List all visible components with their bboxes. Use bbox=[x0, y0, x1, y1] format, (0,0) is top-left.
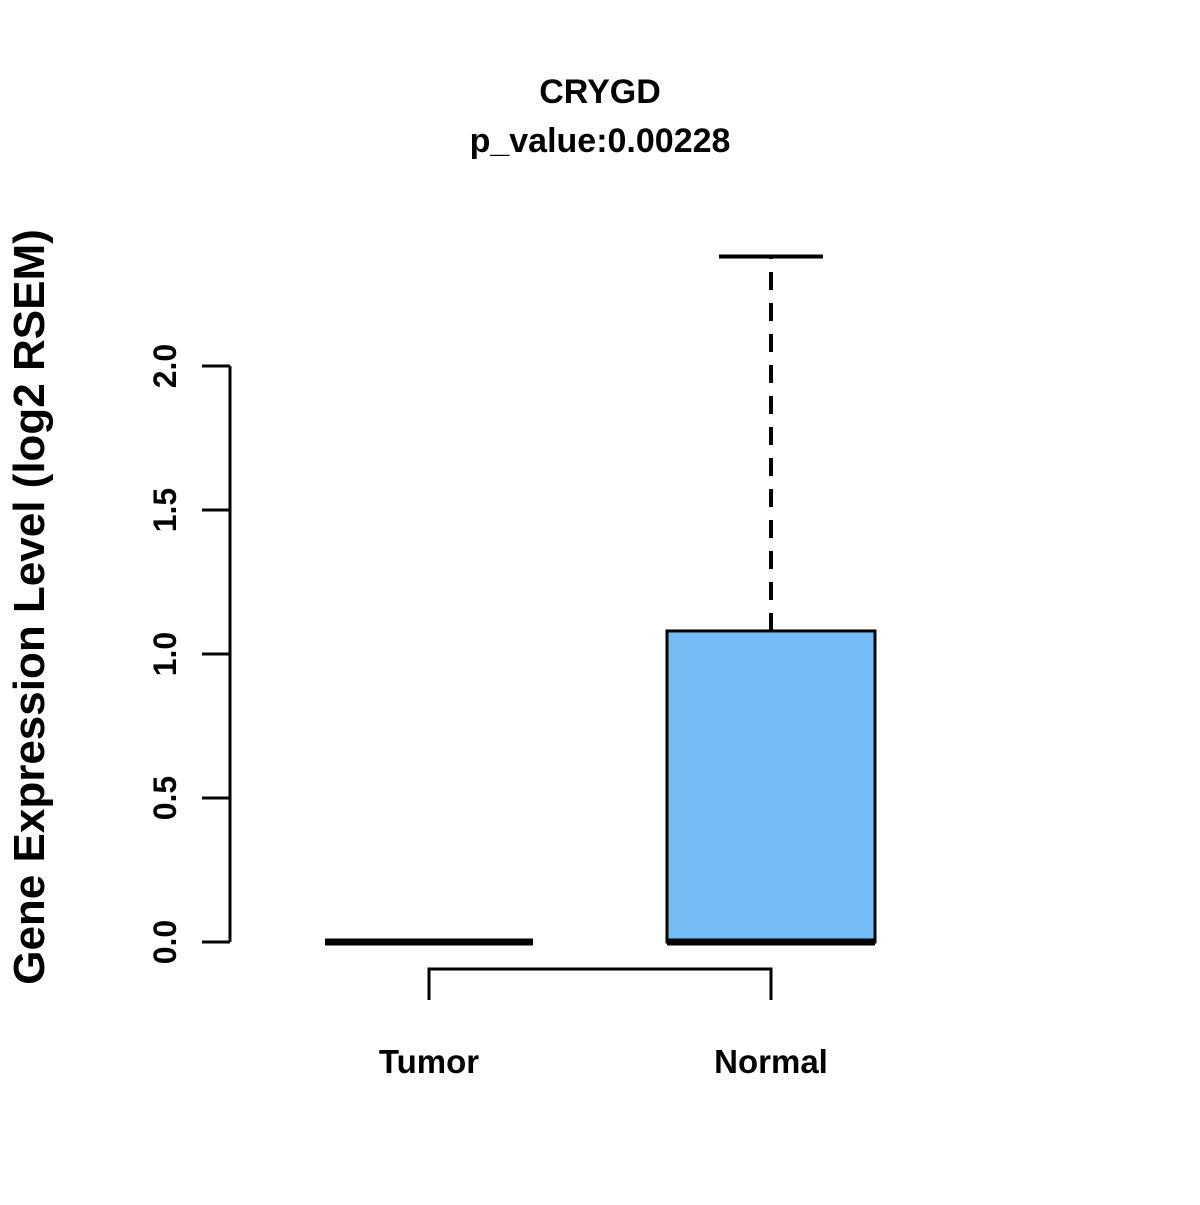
y-tick-label: 1.5 bbox=[147, 488, 183, 532]
x-category-label-tumor: Tumor bbox=[379, 1043, 479, 1080]
y-tick-label: 1.0 bbox=[147, 632, 183, 676]
y-tick-label: 0.5 bbox=[147, 776, 183, 820]
box-series bbox=[325, 254, 877, 946]
x-axis-line bbox=[427, 967, 773, 1000]
y-tick-label: 2.0 bbox=[147, 344, 183, 388]
y-axis: 0.0 0.5 1.0 1.5 2.0 bbox=[147, 344, 232, 964]
x-category-label-normal: Normal bbox=[714, 1043, 828, 1080]
y-axis-label: Gene Expression Level (log2 RSEM) bbox=[5, 229, 54, 985]
chart-title: CRYGD bbox=[539, 73, 661, 111]
chart-subtitle: p_value:0.00228 bbox=[470, 122, 731, 160]
x-axis-bracket bbox=[427, 967, 773, 1000]
y-tick-label: 0.0 bbox=[147, 920, 183, 964]
x-category-labels: Tumor Normal bbox=[379, 1043, 828, 1080]
box-normal bbox=[665, 629, 877, 944]
